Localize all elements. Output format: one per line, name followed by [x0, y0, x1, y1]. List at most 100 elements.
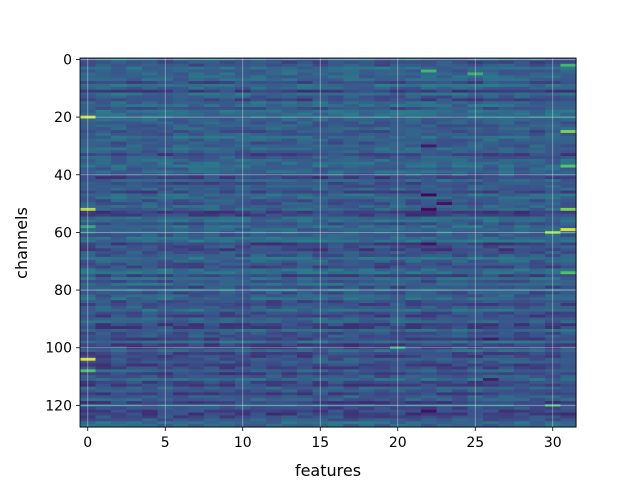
heatmap-cell [297, 63, 314, 68]
heatmap-cell [452, 297, 469, 301]
heatmap-cell [95, 369, 112, 373]
heatmap-cell [80, 256, 97, 261]
heatmap-cell [359, 409, 376, 414]
heatmap-cell [452, 66, 469, 71]
heatmap-cell [343, 274, 360, 278]
heatmap-cell [390, 190, 407, 195]
heatmap-cell [421, 375, 438, 379]
heatmap-cell [343, 349, 360, 353]
heatmap-cell [297, 406, 314, 411]
heatmap-cell [235, 118, 252, 123]
heatmap-cell [219, 58, 236, 62]
heatmap-cell [80, 179, 97, 183]
heatmap-cell [235, 158, 252, 163]
heatmap-cell [188, 196, 205, 200]
heatmap-cell [80, 210, 97, 215]
heatmap-cell [328, 81, 345, 85]
heatmap-cell [157, 340, 174, 344]
heatmap-cell [529, 366, 546, 370]
heatmap-cell [529, 265, 546, 270]
heatmap-cell [359, 372, 376, 376]
y-tick-label: 60 [54, 225, 72, 241]
heatmap-cell [436, 115, 453, 120]
heatmap-cell [126, 331, 143, 336]
heatmap-cell [436, 326, 453, 330]
heatmap-cell [467, 251, 484, 255]
heatmap-cell [126, 268, 143, 272]
heatmap-cell [80, 377, 97, 382]
heatmap-cell [560, 158, 577, 163]
y-tick-label: 120 [45, 398, 72, 414]
heatmap-cell [173, 58, 190, 62]
heatmap-cell [359, 349, 376, 353]
heatmap-cell [173, 285, 190, 290]
heatmap-cell [312, 311, 329, 316]
heatmap-cell [421, 92, 438, 97]
heatmap-cell [421, 66, 438, 71]
heatmap-cell [80, 303, 97, 307]
heatmap-cell [405, 245, 422, 249]
heatmap-cell [312, 277, 329, 281]
heatmap-cell [560, 256, 577, 261]
heatmap-cell [405, 158, 422, 163]
heatmap-cell [467, 259, 484, 264]
heatmap-cell [483, 320, 500, 324]
heatmap-cell [421, 277, 438, 281]
heatmap-cell [390, 63, 407, 68]
heatmap-cell [219, 331, 236, 336]
heatmap-cell [436, 205, 453, 209]
heatmap-cell [219, 141, 236, 146]
heatmap-cell [560, 323, 577, 327]
heatmap-cell [545, 118, 562, 123]
heatmap-cell [188, 375, 205, 379]
heatmap-cell [405, 303, 422, 307]
heatmap-cell [157, 176, 174, 180]
heatmap-cell [204, 380, 221, 385]
heatmap-cell [111, 259, 128, 264]
heatmap-cell [111, 135, 128, 140]
heatmap-cell [281, 271, 298, 275]
heatmap-cell [204, 403, 221, 408]
heatmap-cell [126, 354, 143, 359]
heatmap-cell [467, 115, 484, 120]
heatmap-cell [250, 403, 267, 408]
heatmap-cell [281, 127, 298, 131]
heatmap-cell [281, 340, 298, 344]
heatmap-cell [467, 205, 484, 209]
heatmap-cell [529, 78, 546, 82]
heatmap-cell [312, 104, 329, 108]
heatmap-cell [328, 337, 345, 342]
heatmap-cell [421, 115, 438, 120]
heatmap-cell [343, 357, 360, 362]
heatmap-cell [95, 141, 112, 146]
heatmap-cell [235, 352, 252, 356]
heatmap-cell [545, 349, 562, 353]
heatmap-cell [498, 415, 515, 419]
heatmap-cell [219, 305, 236, 310]
heatmap-cell [374, 392, 391, 396]
heatmap-cell [111, 60, 128, 65]
heatmap-cell [545, 164, 562, 169]
heatmap-cell [312, 256, 329, 261]
heatmap-cell [328, 118, 345, 123]
heatmap-cell [235, 251, 252, 255]
heatmap-cell [421, 150, 438, 154]
heatmap-cell [560, 303, 577, 307]
heatmap-cell [126, 121, 143, 125]
heatmap-cell [219, 380, 236, 385]
heatmap-cell [80, 375, 97, 379]
heatmap-cell [498, 262, 515, 267]
heatmap-cell [374, 403, 391, 408]
heatmap-cell [343, 279, 360, 284]
heatmap-cell [343, 86, 360, 91]
heatmap-cell [467, 202, 484, 206]
heatmap-cell [235, 156, 252, 160]
heatmap-cell [374, 323, 391, 327]
heatmap-cell [80, 415, 97, 419]
heatmap-cell [436, 233, 453, 238]
heatmap-cell [219, 95, 236, 99]
heatmap-cell [343, 109, 360, 114]
heatmap-cell [390, 121, 407, 125]
heatmap-cell [126, 248, 143, 252]
heatmap-cell [219, 104, 236, 108]
